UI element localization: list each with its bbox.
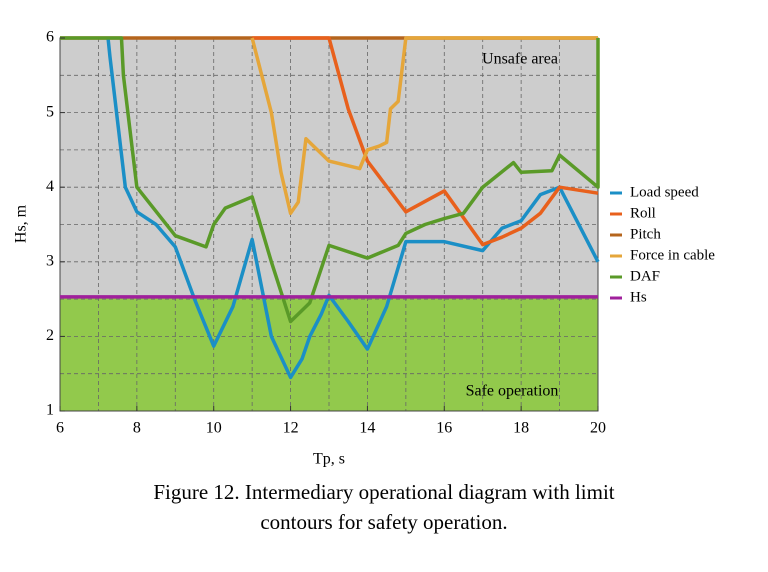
y-tick-label: 6: [46, 29, 54, 46]
legend-label: Force in cable: [630, 247, 715, 263]
series-line: [60, 36, 600, 324]
legend-label: Hs: [630, 289, 647, 305]
caption: contours for safety operation.: [260, 510, 507, 534]
caption: Figure 12. Intermediary operational diag…: [153, 480, 614, 504]
x-tick-label: 20: [590, 420, 606, 437]
x-tick-label: 12: [283, 420, 299, 437]
x-tick-label: 10: [206, 420, 222, 437]
y-tick-label: 3: [46, 252, 54, 269]
y-tick-label: 2: [46, 327, 54, 344]
x-axis-label: Tp, s: [313, 451, 345, 468]
y-tick-label: 4: [46, 178, 54, 195]
legend-label: Pitch: [630, 226, 661, 242]
y-tick-label: 1: [46, 402, 54, 419]
y-tick-label: 5: [46, 103, 54, 120]
legend-label: DAF: [630, 268, 660, 284]
x-tick-label: 16: [436, 420, 452, 437]
x-tick-label: 14: [359, 420, 375, 437]
x-tick-label: 6: [56, 420, 64, 437]
x-tick-label: 18: [513, 420, 529, 437]
x-tick-label: 8: [133, 420, 141, 437]
annotation: Unsafe area: [482, 51, 558, 68]
legend-label: Roll: [630, 205, 656, 221]
series-line: [250, 36, 598, 216]
legend-label: Load speed: [630, 184, 699, 200]
plot-area: [59, 36, 600, 412]
annotation: Safe operation: [466, 383, 559, 400]
y-axis-label: Hs, m: [13, 204, 30, 243]
series-line: [252, 36, 599, 247]
